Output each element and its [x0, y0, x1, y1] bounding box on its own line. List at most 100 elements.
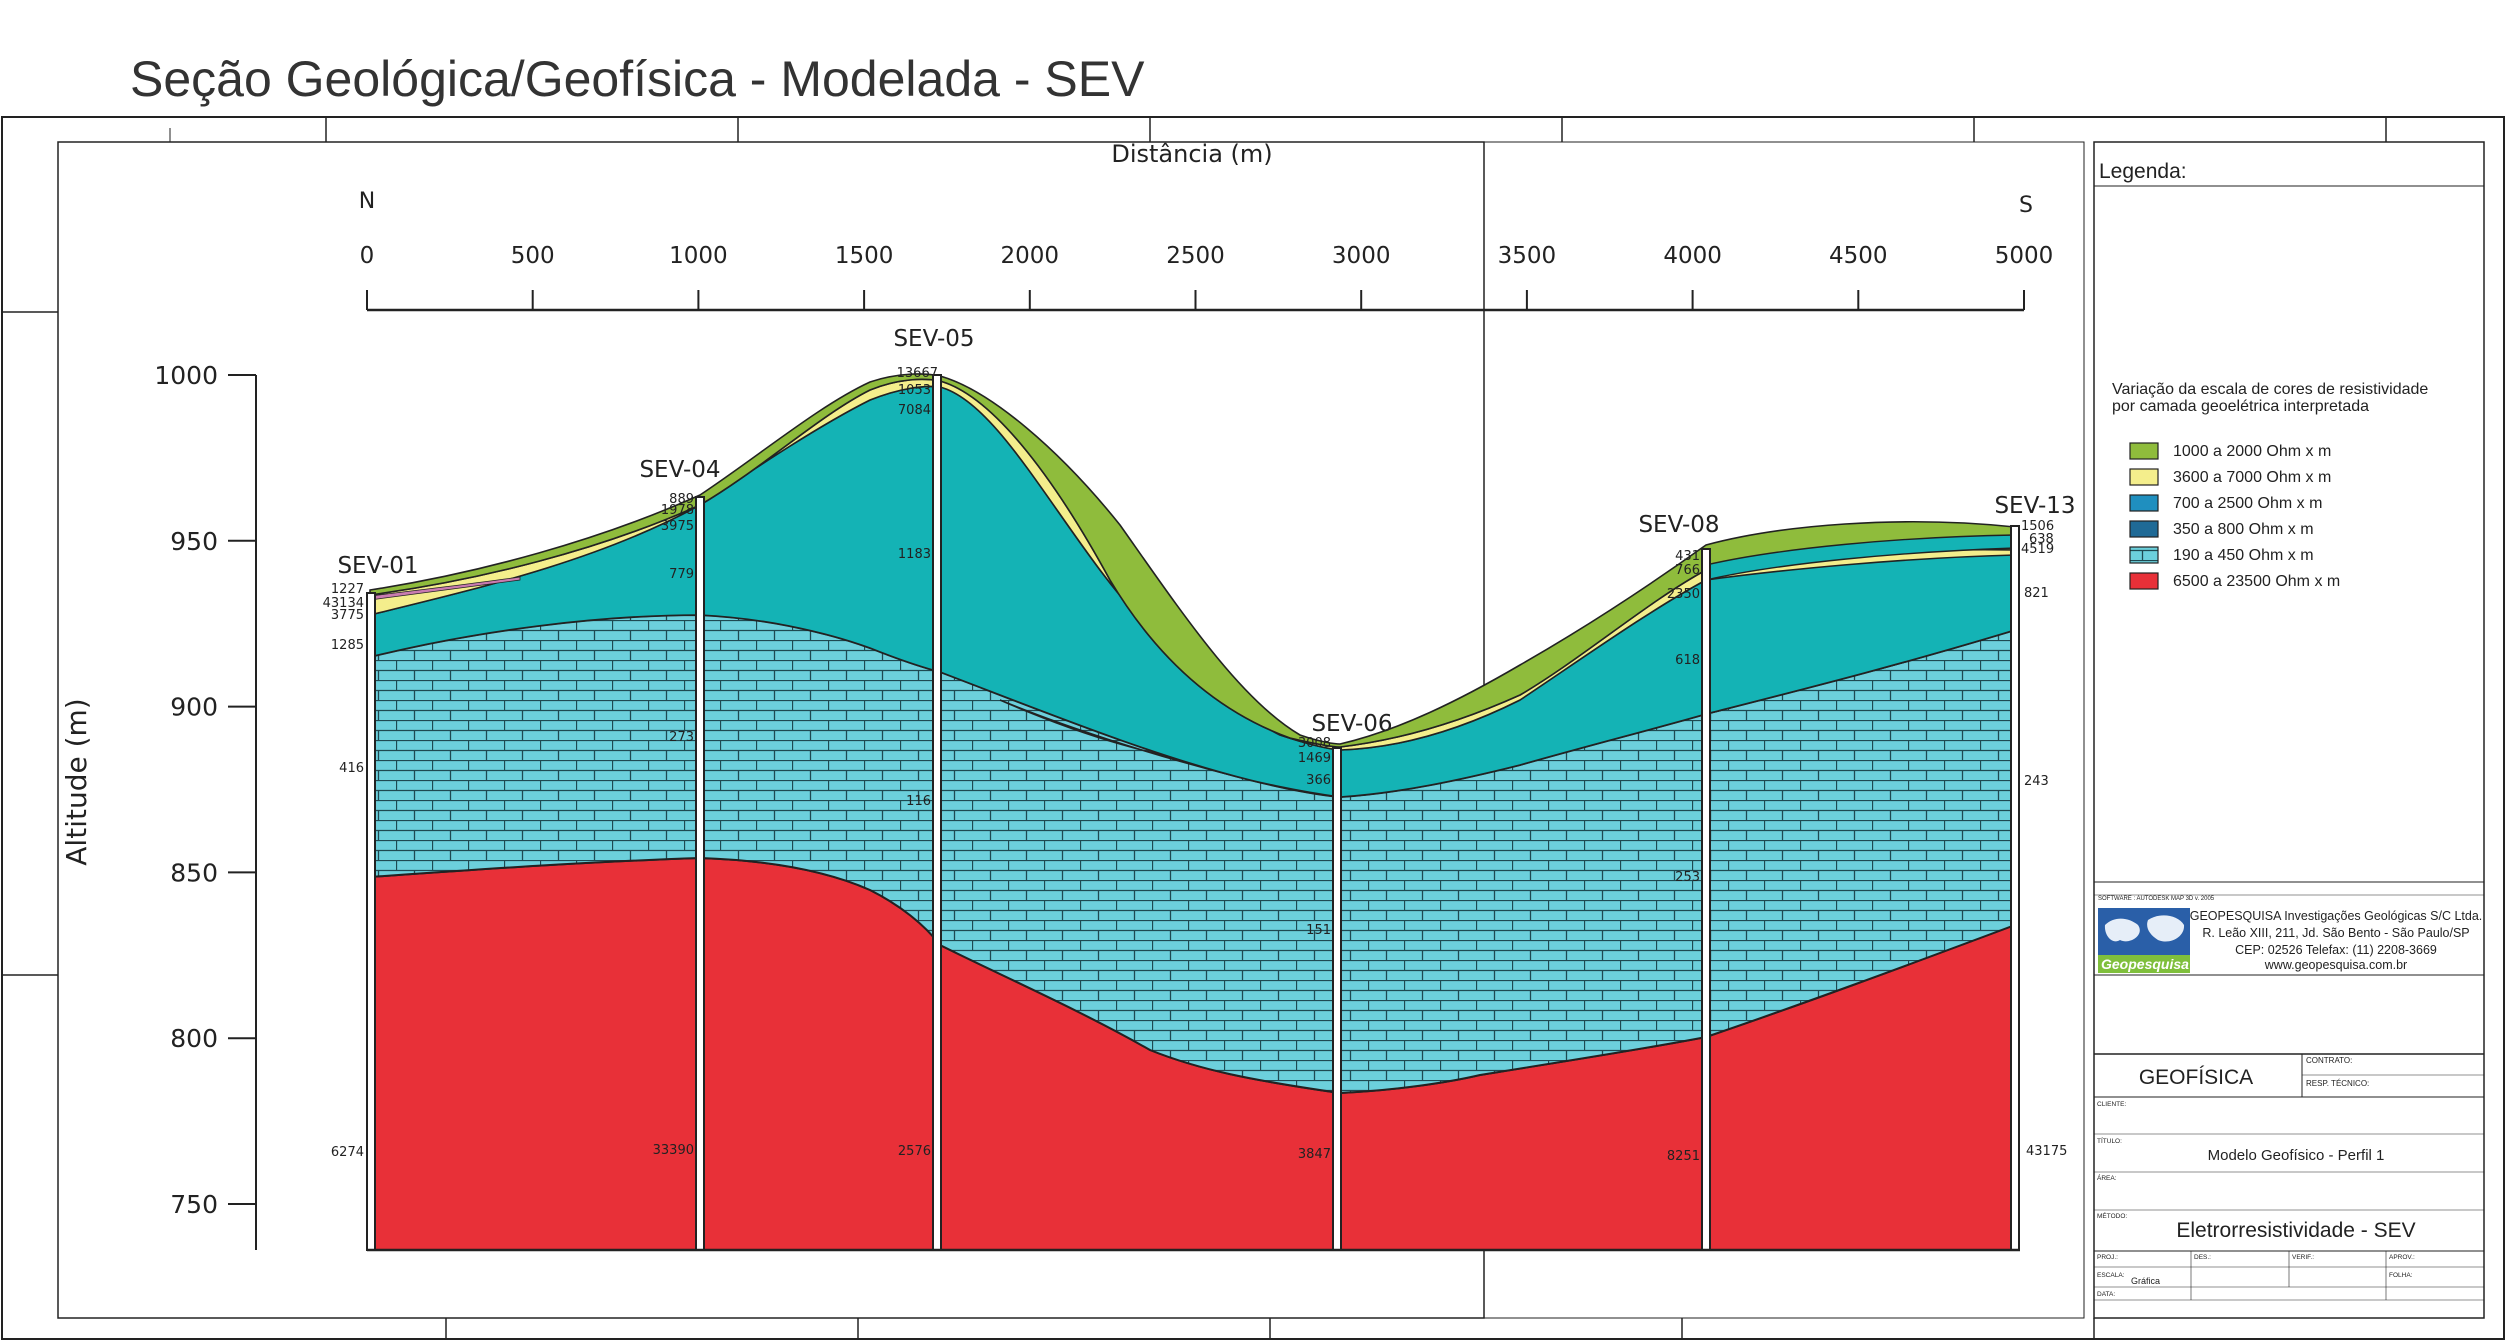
- sounding-names: SEV-01 SEV-04 SEV-05 SEV-06 SEV-08 SEV-1…: [337, 326, 2075, 737]
- resp-label: RESP. TÉCNICO:: [2306, 1079, 2369, 1088]
- sev-08-label: SEV-08: [1638, 512, 1719, 538]
- software-note: SOFTWARE : AUTODESK MAP 3D v. 2005: [2098, 896, 2215, 902]
- resistivity-value: 1285: [331, 638, 364, 653]
- escala-label: ESCALA:: [2097, 1272, 2125, 1279]
- y-axis-tick-label: 800: [170, 1024, 218, 1053]
- resistivity-value: 3847: [1298, 1147, 1331, 1162]
- legend-swatch: [2129, 520, 2159, 538]
- x-axis-tick-label: 1000: [669, 243, 728, 269]
- sev-05-values: 13667 1053 7084 1183 116 2576: [897, 366, 938, 1159]
- legend-item-label: 700 a 2500 Ohm x m: [2173, 495, 2322, 512]
- escala-value: Gráfica: [2131, 1276, 2160, 1286]
- borehole-sev-01: [366, 592, 376, 1251]
- resistivity-value: 431: [1675, 549, 1700, 564]
- folha-label: FOLHA:: [2389, 1272, 2413, 1279]
- y-axis-tick-labels: 1000 950 900 850 800 750: [154, 361, 218, 1219]
- x-axis-tick-label: 0: [360, 243, 375, 269]
- legend-description-line-1: Variação da escala de cores de resistivi…: [2112, 381, 2428, 398]
- title-block-fields: GEOFÍSICA CONTRATO: RESP. TÉCNICO: CLIEN…: [2097, 1056, 2416, 1298]
- resistivity-value: 3775: [331, 608, 364, 623]
- resistivity-value: 43175: [2026, 1144, 2067, 1159]
- borehole-sev-05: [932, 374, 942, 1251]
- sev-08-values: 431 766 2350 618 253 8251: [1667, 549, 1700, 1164]
- legend-description-line-2: por camada geoelétrica interpretada: [2112, 398, 2369, 415]
- x-axis-tick-label: 1500: [835, 243, 894, 269]
- y-axis-title: Altitude (m): [60, 698, 93, 865]
- area-label: ÁREA:: [2097, 1173, 2117, 1182]
- titulo-value: Modelo Geofísico - Perfil 1: [2208, 1147, 2385, 1164]
- sev-05-label: SEV-05: [893, 326, 974, 352]
- data-label: DATA:: [2097, 1291, 2115, 1298]
- resistivity-value: 13667: [897, 366, 938, 381]
- sev-13-label: SEV-13: [1994, 493, 2075, 519]
- x-axis-tick-label: 3500: [1498, 243, 1557, 269]
- borehole-sev-06: [1332, 747, 1342, 1251]
- legend-item-label: 350 a 800 Ohm x m: [2173, 521, 2314, 538]
- world-map-icon: [2104, 915, 2185, 942]
- resistivity-value: 618: [1675, 653, 1700, 668]
- company-cep: CEP: 02526 Telefax: (11) 2208-3669: [2235, 943, 2437, 957]
- company-address: R. Leão XIII, 211, Jd. São Bento - São P…: [2202, 926, 2469, 940]
- discipline: GEOFÍSICA: [2139, 1066, 2253, 1089]
- resistivity-value: 43134: [323, 596, 364, 611]
- resistivity-value: 416: [339, 761, 364, 776]
- sheet-frame: [1, 116, 2505, 1340]
- legend-item-label: 1000 a 2000 Ohm x m: [2173, 443, 2331, 460]
- resistivity-value: 116: [906, 794, 931, 809]
- legend-swatch: [2129, 572, 2159, 590]
- sev-04-values: 889 1978 3975 779 273 33390: [653, 492, 694, 1158]
- title-block-frame: [2093, 141, 2485, 1319]
- resistivity-value: 7084: [898, 403, 931, 418]
- x-axis-tick-labels: 0 500 1000 1500 2000 2500 3000 3500 4000 4500 5000: [360, 243, 2054, 269]
- x-axis-ticks: [366, 290, 2025, 310]
- y-axis-tick-label: 950: [170, 527, 218, 556]
- resistivity-value: 1183: [898, 547, 931, 562]
- south-label: S: [2019, 193, 2033, 218]
- resistivity-value: 638: [2029, 532, 2054, 547]
- sev-04-label: SEV-04: [639, 457, 720, 483]
- resistivity-value: 1978: [661, 503, 694, 518]
- company-website: www.geopesquisa.com.br: [2264, 958, 2407, 972]
- x-axis-tick-label: 4000: [1663, 243, 1722, 269]
- x-axis-tick-label: 2500: [1166, 243, 1225, 269]
- logo-text: Geopesquisa: [2101, 956, 2189, 972]
- x-axis-tick-label: 2000: [1001, 243, 1060, 269]
- borehole-sev-13: [2010, 525, 2020, 1251]
- sev-13-values: 1506 638 4519 821 243 43175: [2021, 519, 2067, 1159]
- legend-swatch: [2129, 494, 2159, 512]
- legend-swatch: [2129, 468, 2159, 486]
- verif-label: VERIF.:: [2292, 1254, 2314, 1261]
- page-title: Seção Geológica/Geofísica - Modelada - S…: [130, 51, 1145, 107]
- y-axis-tick-label: 750: [170, 1190, 218, 1219]
- legend-heading: Legenda:: [2099, 160, 2187, 183]
- resistivity-value: 1227: [331, 582, 364, 597]
- resistivity-value: 3008: [1298, 736, 1331, 751]
- borehole-sev-04: [695, 496, 705, 1251]
- resistivity-value: 151: [1306, 923, 1331, 938]
- contrato-label: CONTRATO:: [2306, 1056, 2352, 1065]
- resistivity-value: 8251: [1667, 1149, 1700, 1164]
- resistivity-value: 366: [1306, 773, 1331, 788]
- resistivity-value: 889: [669, 492, 694, 507]
- resistivity-value: 2576: [898, 1144, 931, 1159]
- resistivity-value: 253: [1675, 870, 1700, 885]
- resistivity-value: 766: [1675, 563, 1700, 578]
- legend-item-label: 6500 a 23500 Ohm x m: [2173, 573, 2340, 590]
- sev-01-label: SEV-01: [337, 553, 418, 579]
- resistivity-value: 821: [2024, 586, 2049, 601]
- legend-item-label: 190 a 450 Ohm x m: [2173, 547, 2314, 564]
- resistivity-values: 1227 43134 3775 1285 416 6274 889 1978 3…: [323, 366, 2068, 1164]
- resistivity-value: 273: [669, 730, 694, 745]
- legend-swatch: [2129, 442, 2159, 460]
- metodo-label: MÉTODO:: [2097, 1211, 2127, 1220]
- resistivity-value: 1469: [1298, 751, 1331, 766]
- legend-item-label: 3600 a 7000 Ohm x m: [2173, 469, 2331, 486]
- layer-pink-thin: [369, 576, 521, 601]
- borehole-sev-08: [1701, 548, 1711, 1251]
- resistivity-value: 4519: [2021, 542, 2054, 557]
- y-axis-tick-label: 1000: [154, 361, 218, 390]
- x-axis-tick-label: 5000: [1995, 243, 2054, 269]
- aprov-label: APROV.:: [2389, 1254, 2415, 1261]
- plot-axes: [228, 290, 2025, 1252]
- proj-label: PROJ.:: [2097, 1254, 2118, 1261]
